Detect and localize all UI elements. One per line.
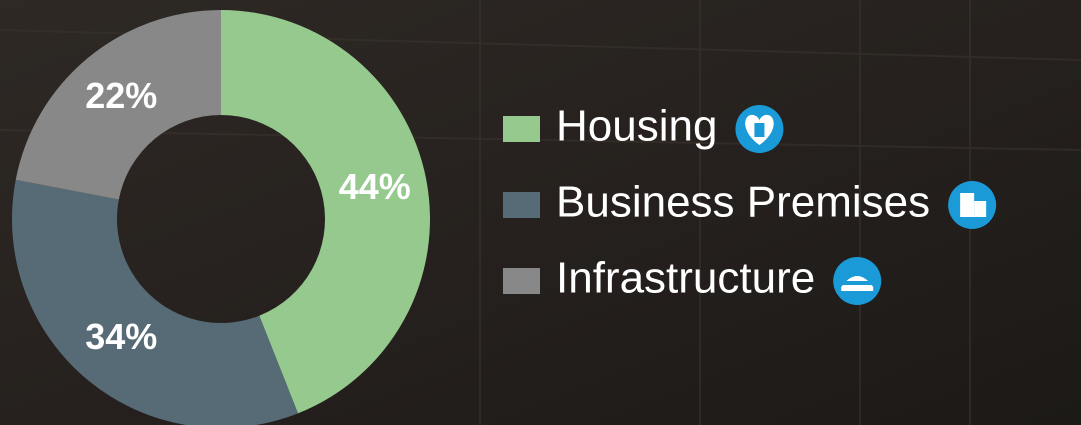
- legend-icon: [735, 105, 784, 153]
- legend-swatch: [503, 192, 540, 218]
- legend-label: Housing: [556, 102, 717, 151]
- donut: 44% 34% 22%: [12, 10, 430, 425]
- donut-slice: [12, 179, 298, 425]
- legend-swatch: [503, 116, 540, 142]
- data-label: 34%: [85, 316, 157, 357]
- icon-building: [974, 201, 987, 217]
- legend: Housing Business Premises Infrastructure: [503, 102, 997, 305]
- legend-icon: [948, 181, 997, 229]
- legend-icon: [833, 257, 882, 305]
- icon-building: [960, 193, 975, 217]
- legend-swatch: [503, 268, 540, 294]
- data-label: 44%: [339, 166, 411, 207]
- donut-slice: [221, 10, 430, 414]
- icon-building: [754, 123, 765, 137]
- data-label: 22%: [85, 75, 157, 116]
- donut-slice: [15, 10, 221, 200]
- icon-bridge-deck: [839, 281, 876, 285]
- legend-label: Infrastructure: [556, 254, 815, 303]
- legend-label: Business Premises: [556, 178, 930, 227]
